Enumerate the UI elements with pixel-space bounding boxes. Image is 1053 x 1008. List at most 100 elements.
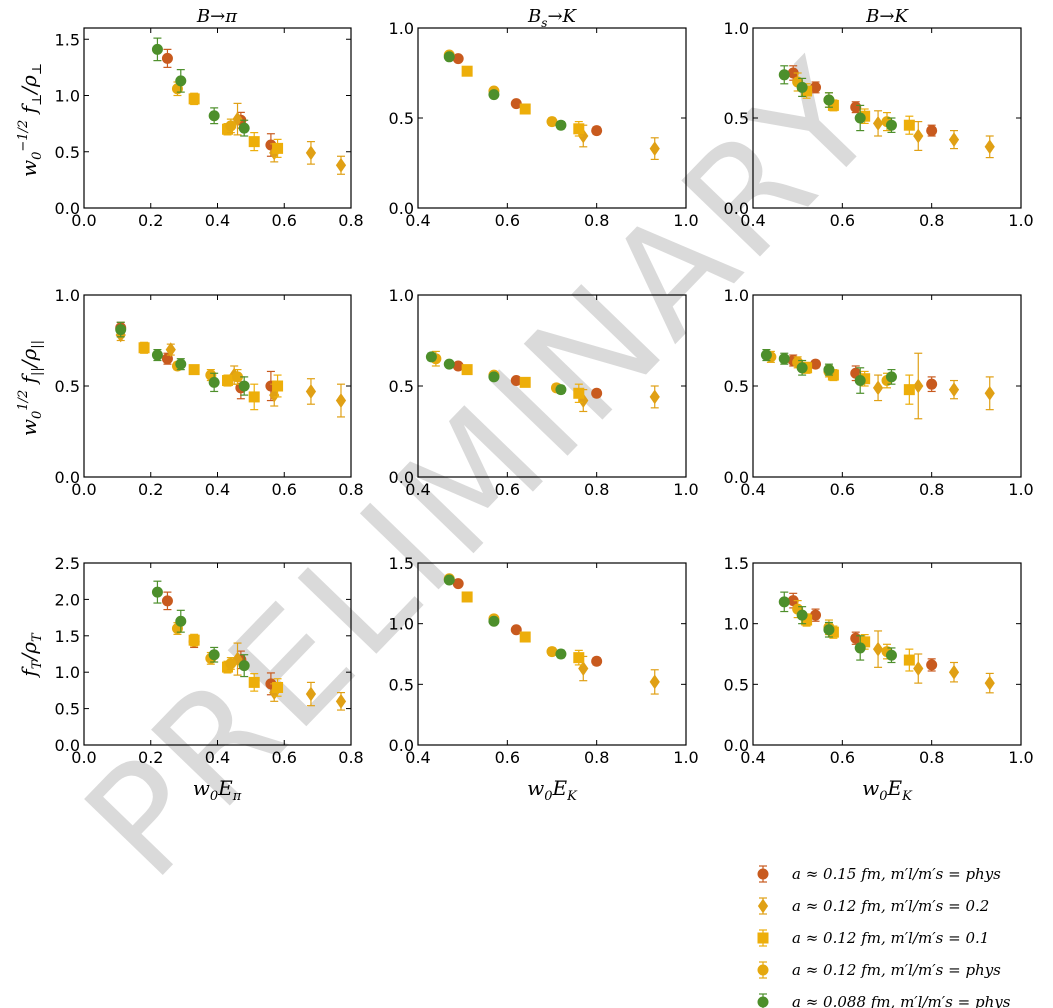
panel-frame	[752, 27, 1022, 209]
legend-item: a ≈ 0.15 fm, m′l/m′s = phys	[757, 865, 1001, 883]
data-point	[885, 119, 897, 131]
y-tick-label: 0.5	[724, 377, 749, 396]
data-point	[208, 376, 220, 388]
x-tick-label: 1.0	[1008, 748, 1033, 767]
data-point	[115, 324, 127, 336]
data-point	[443, 358, 455, 370]
panel-frame	[417, 27, 687, 209]
panel-frame	[752, 562, 1022, 746]
xlabel-col3: w0EK	[862, 776, 913, 804]
data-point	[248, 676, 260, 688]
col-title-b-k: B→K	[865, 6, 909, 27]
data-point	[903, 119, 915, 131]
panel-5: 0.4 0.6 0.8 1.0 0.0 0.5 1.0	[389, 286, 699, 499]
legend-marker	[757, 932, 769, 944]
panel-2: 0.4 0.6 0.8 1.0 0.0 0.5 1.0	[389, 19, 699, 230]
data-point	[823, 624, 835, 636]
data-point	[555, 119, 567, 131]
panel-3: 0.4 0.6 0.8 1.0 0.0 0.5 1.0	[724, 19, 1034, 230]
data-point	[591, 655, 603, 667]
data-point	[461, 364, 473, 376]
y-tick-label: 0.0	[55, 199, 80, 218]
data-point	[546, 646, 558, 658]
x-tick-label: 0.6	[272, 211, 297, 230]
data-point	[151, 586, 163, 598]
x-tick-label: 0.8	[919, 211, 944, 230]
xlabel-col2: w0EK	[527, 776, 578, 804]
data-point	[225, 120, 237, 132]
data-point	[649, 674, 660, 690]
data-point	[305, 686, 317, 702]
legend-marker	[757, 868, 769, 880]
data-point	[913, 661, 924, 676]
panel-frame	[417, 562, 687, 746]
x-tick-label: 0.0	[71, 748, 96, 767]
data-point	[649, 141, 660, 156]
ylabel-row3: fT/ρT	[17, 632, 45, 679]
data-point	[926, 659, 938, 671]
x-tick-label: 0.8	[584, 211, 609, 230]
data-point	[591, 387, 603, 399]
panel-9: 0.4 0.6 0.8 1.0 0.0 0.5 1.0 1.5	[724, 554, 1034, 767]
legend-item: a ≈ 0.088 fm, m′l/m′s = phys	[757, 993, 1011, 1008]
panel-4: 0.0 0.2 0.4 0.6 0.8 0.0 0.5 1.0	[55, 286, 364, 499]
data-point	[555, 384, 567, 396]
data-point	[272, 142, 284, 154]
x-tick-label: 0.8	[584, 748, 609, 767]
panel-frame	[83, 294, 352, 478]
x-tick-label: 0.4	[205, 480, 230, 499]
x-tick-label: 0.4	[405, 480, 430, 499]
x-tick-label: 0.6	[495, 748, 520, 767]
col-title-bs-k: Bs→K	[527, 6, 577, 30]
data-point	[272, 681, 284, 693]
data-point	[175, 615, 187, 627]
data-point	[188, 93, 200, 105]
data-point	[984, 385, 995, 401]
legend-label: a ≈ 0.12 fm, m′l/m′s = 0.2	[792, 897, 989, 915]
data-point	[151, 349, 163, 361]
data-point	[335, 693, 347, 709]
y-tick-label: 0.5	[724, 109, 749, 128]
y-tick-label: 1.0	[55, 286, 80, 305]
data-point	[854, 642, 866, 654]
data-point	[488, 371, 500, 383]
x-tick-label: 0.2	[138, 480, 163, 499]
data-point	[948, 132, 960, 147]
data-point	[903, 654, 915, 666]
panel-frame	[752, 294, 1022, 478]
y-tick-label: 1.0	[55, 87, 80, 106]
x-tick-label: 1.0	[1008, 211, 1033, 230]
x-tick-label: 0.6	[830, 480, 855, 499]
col-title-b-pi: B→π	[196, 6, 238, 27]
panels: 0.0 0.2 0.4 0.6 0.80.00.51.01.50.4 0.6 0.8 1.00…	[55, 19, 1034, 767]
x-tick-label: 0.6	[495, 211, 520, 230]
data-point	[885, 371, 897, 383]
data-point	[488, 615, 500, 627]
x-tick-label: 0.0	[71, 211, 96, 230]
data-point	[225, 657, 237, 669]
data-point	[488, 89, 500, 101]
data-point	[903, 384, 915, 396]
legend-marker	[757, 996, 769, 1008]
x-tick-label: 0.2	[138, 211, 163, 230]
legend-marker	[757, 964, 769, 976]
data-point	[151, 43, 163, 55]
data-point	[335, 157, 347, 173]
x-tick-label: 1.0	[673, 480, 698, 499]
x-tick-label: 0.6	[495, 480, 520, 499]
x-tick-label: 0.4	[740, 748, 765, 767]
y-tick-label: 0.0	[724, 199, 749, 218]
y-tick-label: 0.5	[724, 675, 749, 694]
x-tick-label: 0.8	[919, 480, 944, 499]
data-point	[872, 116, 884, 131]
data-point	[555, 648, 567, 660]
data-point	[872, 380, 884, 396]
legend-label: a ≈ 0.088 fm, m′l/m′s = phys	[792, 993, 1011, 1008]
data-point	[238, 660, 250, 672]
data-point	[165, 342, 176, 357]
data-point	[578, 661, 589, 676]
data-point	[823, 94, 835, 106]
y-tick-label: 1.0	[389, 286, 414, 305]
legend-label: a ≈ 0.12 fm, m′l/m′s = phys	[792, 961, 1001, 979]
